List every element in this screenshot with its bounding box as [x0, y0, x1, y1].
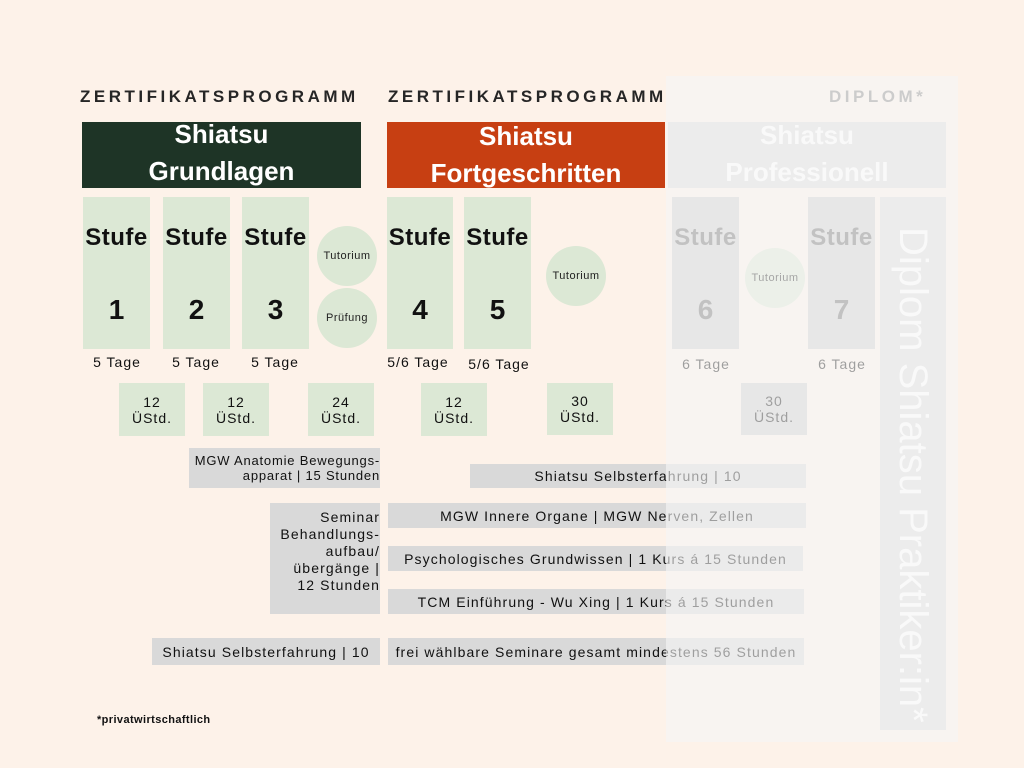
tutorial-circle-advanced: Tutorium [546, 246, 606, 306]
program-title-basics: Shiatsu Grundlagen [82, 119, 361, 188]
exam-circle-basics: Prüfung [317, 288, 377, 348]
module-line: aufbau/ [325, 543, 380, 559]
practice-hours-box: 30 ÜStd. [547, 383, 613, 435]
level-number: 5 [489, 294, 506, 325]
level-label: Stufe [810, 224, 873, 251]
module-psychology: Psychologisches Grundwissen | 1 Kurs á 1… [388, 546, 803, 571]
practice-hours-box: 12 ÜStd. [421, 383, 487, 436]
section-header-certificate-basics: ZERTIFIKATSPROGRAMM [80, 87, 359, 106]
program-title-line-2: Professionell [725, 157, 889, 187]
program-title-line-2: Fortgeschritten [430, 158, 622, 188]
level-label: Stufe [165, 224, 228, 251]
program-title-professional: Shiatsu Professionell [668, 120, 946, 188]
module-electives: frei wählbare Seminare gesamt mindestens… [388, 638, 804, 665]
section-header-certificate-advanced: ZERTIFIKATSPROGRAMM [388, 87, 667, 106]
practice-hours-unit: ÜStd. [320, 409, 361, 426]
module-self-experience-basic: Shiatsu Selbsterfahrung | 10 [152, 638, 380, 665]
module-self-experience-advanced: Shiatsu Selbsterfahrung | 10 [470, 464, 806, 488]
level-card-5: Stufe 5 [464, 197, 531, 349]
practice-hours-value: 12 [143, 393, 161, 410]
diploma-title: Diplom Shiatsu Praktiker:in* [891, 227, 935, 723]
module-anatomy: MGW Anatomie Bewegungs- apparat | 15 Stu… [189, 448, 380, 488]
practice-hours-value: 12 [445, 393, 463, 410]
level-label: Stufe [466, 224, 529, 251]
module-line: übergänge | [293, 560, 380, 576]
tutorial-circle-basics: Tutorium [317, 226, 377, 286]
practice-hours-unit: ÜStd. [215, 409, 256, 426]
level-duration-7: 6 Tage [818, 356, 866, 372]
practice-hours-unit: ÜStd. [433, 409, 474, 426]
program-title-line-1: Shiatsu [174, 119, 269, 149]
module-treatment-seminar: Seminar Behandlungs- aufbau/ übergänge |… [270, 503, 380, 614]
module-line: apparat | 15 Stunden [242, 468, 380, 483]
level-card-4: Stufe 4 [387, 197, 453, 349]
footnote: *privatwirtschaftlich [97, 714, 211, 726]
program-title-line-2: Grundlagen [148, 156, 295, 186]
practice-hours-unit: ÜStd. [559, 409, 600, 425]
practice-hours-unit: ÜStd. [753, 409, 794, 425]
level-duration-3: 5 Tage [251, 354, 299, 370]
tutorial-circle-professional: Tutorium [745, 248, 805, 308]
program-title-line-1: Shiatsu [479, 121, 573, 151]
level-number: 4 [412, 294, 428, 325]
practice-hours-box: 12 ÜStd. [203, 383, 269, 436]
level-duration-1: 5 Tage [93, 354, 141, 370]
level-card-2: Stufe 2 [163, 197, 230, 349]
section-header-diploma: DIPLOM* [829, 87, 927, 106]
module-tcm: TCM Einführung - Wu Xing | 1 Kurs á 15 S… [388, 589, 804, 614]
practice-hours-value: 30 [765, 393, 783, 409]
level-number: 2 [188, 294, 205, 325]
level-label: Stufe [244, 224, 307, 251]
practice-hours-value: 24 [332, 393, 350, 410]
level-number: 7 [833, 294, 850, 325]
level-label: Stufe [85, 224, 148, 251]
practice-hours-value: 12 [227, 393, 245, 410]
practice-hours-value: 30 [571, 393, 589, 409]
module-line: 12 Stunden [297, 577, 380, 593]
level-card-3: Stufe 3 [242, 197, 309, 349]
level-duration-4: 5/6 Tage [387, 354, 449, 370]
module-line: Seminar [320, 509, 380, 525]
program-title-advanced: Shiatsu Fortgeschritten [387, 121, 665, 188]
practice-hours-box: 12 ÜStd. [119, 383, 185, 436]
module-inner-organs: MGW Innere Organe | MGW Nerven, Zellen [388, 503, 806, 528]
level-number: 1 [108, 294, 125, 325]
practice-hours-unit: ÜStd. [131, 409, 172, 426]
module-line: MGW Anatomie Bewegungs- [194, 453, 380, 468]
practice-hours-box: 24 ÜStd. [308, 383, 374, 436]
program-title-line-1: Shiatsu [760, 120, 854, 150]
level-card-1: Stufe 1 [83, 197, 150, 349]
level-duration-6: 6 Tage [682, 356, 730, 372]
level-duration-2: 5 Tage [172, 354, 220, 370]
level-duration-5: 5/6 Tage [468, 356, 530, 372]
level-card-7: Stufe 7 [808, 197, 875, 349]
level-number: 6 [697, 294, 714, 325]
level-card-6: Stufe 6 [672, 197, 739, 349]
level-number: 3 [267, 294, 284, 325]
practice-hours-box: 30 ÜStd. [741, 383, 807, 435]
level-label: Stufe [674, 224, 737, 251]
diploma-column: Diplom Shiatsu Praktiker:in* [880, 197, 946, 730]
level-label: Stufe [388, 224, 452, 251]
module-line: Behandlungs- [280, 526, 380, 542]
